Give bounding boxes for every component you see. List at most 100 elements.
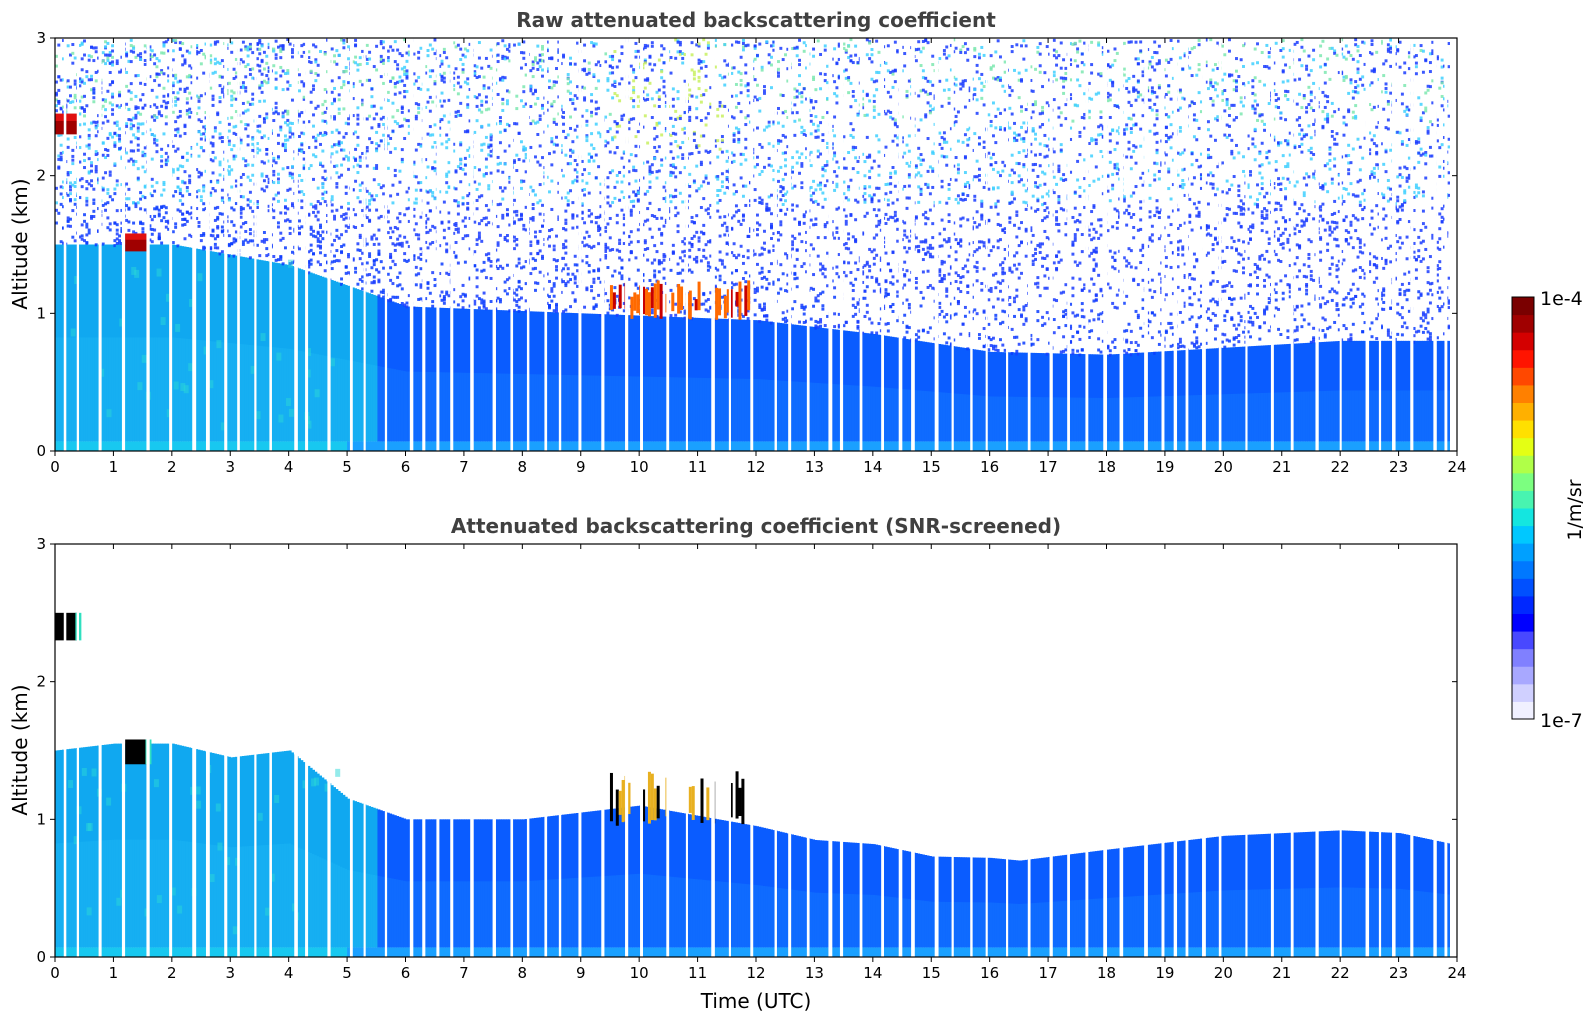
heat-cell: [431, 133, 435, 137]
heat-cell: [274, 110, 278, 114]
heat-cell: [211, 228, 215, 232]
heat-cell: [496, 225, 500, 229]
heat-cell: [220, 196, 224, 200]
heat-cell: [531, 257, 535, 261]
heat-cell: [276, 177, 280, 181]
heat-cell: [678, 310, 682, 314]
heat-cell: [94, 150, 98, 154]
heat-cell: [314, 441, 318, 451]
heat-cell: [522, 56, 526, 60]
heat-cell: [592, 42, 596, 46]
heat-cell: [473, 130, 477, 134]
heat-cell: [704, 441, 708, 451]
heat-cell: [662, 185, 666, 189]
heat-cell: [632, 70, 636, 74]
heat-cell: [104, 40, 108, 44]
heat-cell: [344, 121, 348, 125]
heat-cell: [737, 441, 741, 451]
heat-cell: [358, 159, 362, 163]
heat-cell: [400, 241, 404, 245]
heat-cell: [104, 156, 108, 160]
heat-cell: [347, 45, 351, 49]
heat-cell: [202, 233, 206, 237]
heat-cell: [590, 99, 594, 103]
heat-cell: [606, 77, 610, 81]
heat-cell: [323, 253, 327, 257]
heat-cell: [216, 111, 220, 115]
heat-cell: [424, 158, 428, 162]
heat-cell: [251, 51, 255, 55]
heat-cell: [480, 373, 484, 442]
heat-cell: [671, 124, 675, 128]
heat-cell: [456, 200, 460, 204]
heat-cell: [611, 71, 615, 75]
heat-cell: [648, 165, 652, 169]
heat-cell: [246, 100, 250, 104]
heat-cell: [690, 220, 694, 224]
heat-cell: [209, 179, 213, 183]
heat-cell: [566, 82, 570, 86]
heat-cell: [365, 205, 369, 209]
heat-cell: [484, 216, 488, 220]
heat-cell: [283, 348, 287, 442]
heat-cell: [473, 70, 477, 74]
heat-cell: [386, 231, 390, 235]
heat-cell: [188, 233, 192, 237]
heat-cell: [702, 293, 706, 297]
heat-cell: [636, 49, 640, 53]
heat-cell: [155, 207, 159, 211]
heat-cell: [519, 51, 523, 55]
heat-cell: [340, 282, 344, 286]
heat-cell: [375, 237, 379, 241]
heat-cell: [391, 129, 395, 133]
heat-cell: [534, 121, 537, 125]
heat-cell: [113, 141, 117, 145]
heat-cell: [566, 280, 570, 284]
heat-cell: [272, 64, 276, 68]
heat-cell: [340, 214, 344, 218]
heat-cell: [463, 293, 467, 297]
heat-cell: [370, 141, 374, 145]
heat-cell: [627, 277, 631, 281]
heat-cell: [681, 200, 685, 204]
heat-cell: [704, 88, 708, 92]
heat-cell: [414, 148, 418, 152]
heat-cell: [536, 160, 540, 164]
heat-cell: [80, 106, 84, 110]
heat-cell: [220, 342, 224, 442]
heat-cell: [456, 372, 460, 442]
heat-cell: [655, 135, 659, 139]
heat-cell: [398, 75, 402, 79]
heat-cell: [248, 72, 252, 76]
heat-cell: [529, 252, 533, 256]
heat-cell: [101, 186, 105, 190]
heat-cell: [274, 106, 278, 110]
heat-cell: [709, 86, 713, 90]
heat-cell: [718, 188, 722, 192]
heat-cell: [611, 66, 615, 70]
heat-cell: [83, 81, 86, 85]
heat-cell: [83, 213, 86, 217]
heat-cell: [129, 60, 133, 64]
heat-cell: [365, 216, 369, 220]
heat-cell: [482, 304, 486, 308]
heat-cell: [118, 93, 122, 97]
heat-cell: [85, 199, 89, 203]
heat-cell: [534, 230, 537, 234]
heat-cell: [312, 353, 315, 442]
heat-cell: [583, 221, 587, 225]
heat-cell: [646, 376, 650, 442]
heat-cell: [267, 69, 271, 73]
heat-cell: [706, 181, 710, 185]
heat-cell: [564, 153, 568, 157]
heat-cell: [377, 249, 381, 253]
heat-cell: [515, 373, 519, 442]
heat-cell: [162, 86, 166, 90]
heat-cell: [120, 229, 124, 233]
heat-cell: [251, 148, 255, 152]
heat-cell: [505, 89, 509, 93]
heat-cell: [120, 227, 124, 231]
heat-cell: [171, 58, 175, 62]
heat-cell: [555, 304, 558, 308]
heat-cell: [319, 161, 322, 165]
